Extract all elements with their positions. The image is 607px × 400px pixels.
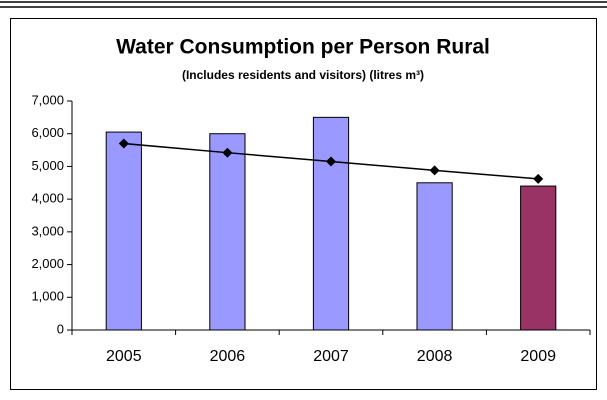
chart-title: Water Consumption per Person Rural — [116, 36, 490, 59]
y-tick-label: 5,000 — [31, 158, 64, 173]
trend-marker — [222, 147, 233, 158]
x-tick-label: 2007 — [313, 348, 349, 365]
y-tick-label: 0 — [57, 321, 64, 336]
y-tick-label: 1,000 — [31, 289, 64, 304]
bar — [209, 133, 246, 331]
y-tick-label: 4,000 — [31, 191, 64, 206]
trend-marker — [533, 173, 544, 184]
x-tick-label: 2006 — [210, 348, 246, 365]
x-tick-label: 2008 — [417, 348, 453, 365]
y-tick-label: 7,000 — [31, 92, 64, 107]
trend-marker — [118, 138, 129, 149]
trend-marker — [429, 165, 440, 176]
y-tick-label: 3,000 — [31, 223, 64, 238]
bar — [312, 116, 350, 331]
bar — [105, 131, 142, 331]
bar — [416, 182, 453, 331]
y-tick-label: 6,000 — [31, 125, 64, 140]
y-tick-label: 2,000 — [31, 256, 64, 271]
x-tick-label: 2005 — [106, 348, 142, 365]
bar — [520, 185, 557, 331]
x-tick-label: 2009 — [520, 348, 556, 365]
chart-subtitle: (Includes residents and visitors) (litre… — [182, 68, 424, 82]
trend-marker — [326, 156, 336, 167]
